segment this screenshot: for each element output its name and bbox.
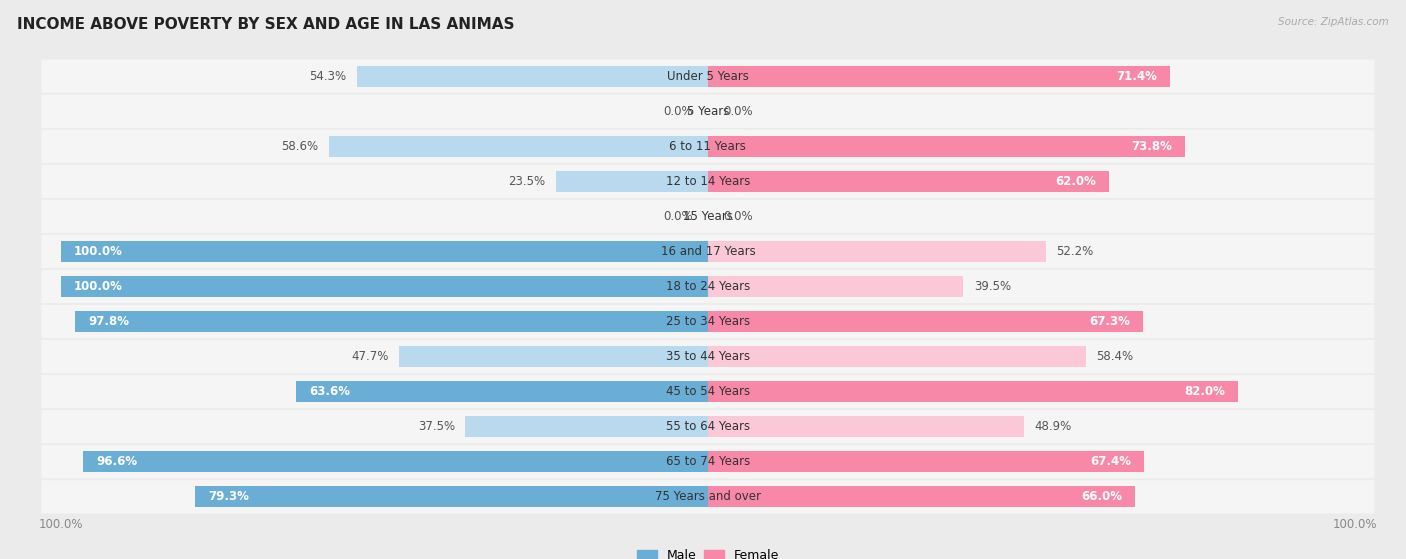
Text: 54.3%: 54.3% [309,70,346,83]
FancyBboxPatch shape [41,165,1375,198]
Text: 0.0%: 0.0% [724,105,754,118]
Bar [709,136,1185,157]
FancyBboxPatch shape [41,270,1375,303]
Bar [709,171,1109,192]
FancyBboxPatch shape [41,60,1375,93]
FancyBboxPatch shape [41,200,1375,233]
Text: 15 Years: 15 Years [683,210,733,223]
Text: 75 Years and over: 75 Years and over [655,490,761,503]
Text: Source: ZipAtlas.com: Source: ZipAtlas.com [1278,17,1389,27]
Bar [60,276,709,297]
Text: 65 to 74 Years: 65 to 74 Years [666,455,749,468]
Text: 37.5%: 37.5% [418,420,456,433]
Text: 35 to 44 Years: 35 to 44 Years [666,350,749,363]
Text: 82.0%: 82.0% [1185,385,1226,398]
Text: 16 and 17 Years: 16 and 17 Years [661,245,755,258]
Text: 48.9%: 48.9% [1035,420,1071,433]
FancyBboxPatch shape [41,375,1375,408]
Bar [709,416,1024,437]
Text: 12 to 14 Years: 12 to 14 Years [665,175,751,188]
Bar [329,136,709,157]
Bar [709,346,1085,367]
Bar [465,416,709,437]
FancyBboxPatch shape [41,445,1375,479]
Text: 96.6%: 96.6% [96,455,136,468]
Bar [709,451,1144,472]
Bar [709,311,1143,332]
FancyBboxPatch shape [41,130,1375,163]
Text: 0.0%: 0.0% [662,105,692,118]
Text: 71.4%: 71.4% [1116,70,1157,83]
FancyBboxPatch shape [41,235,1375,268]
FancyBboxPatch shape [41,340,1375,373]
Text: 79.3%: 79.3% [208,490,249,503]
Bar [709,486,1135,507]
FancyBboxPatch shape [41,94,1375,128]
Bar [195,486,707,507]
Text: 73.8%: 73.8% [1132,140,1173,153]
Text: 55 to 64 Years: 55 to 64 Years [666,420,749,433]
Text: 62.0%: 62.0% [1054,175,1097,188]
Text: 0.0%: 0.0% [662,210,692,223]
Text: 66.0%: 66.0% [1081,490,1122,503]
Bar [709,241,1046,262]
Bar [709,381,1239,402]
Text: 67.4%: 67.4% [1090,455,1130,468]
Bar [399,346,709,367]
Text: 6 to 11 Years: 6 to 11 Years [669,140,747,153]
Text: 100.0%: 100.0% [75,280,122,293]
Text: 58.6%: 58.6% [281,140,319,153]
Text: 39.5%: 39.5% [974,280,1011,293]
Text: 5 Years: 5 Years [686,105,730,118]
Text: Under 5 Years: Under 5 Years [666,70,749,83]
FancyBboxPatch shape [41,305,1375,338]
Text: 63.6%: 63.6% [309,385,350,398]
Text: 67.3%: 67.3% [1090,315,1130,328]
Text: 0.0%: 0.0% [724,210,754,223]
Text: INCOME ABOVE POVERTY BY SEX AND AGE IN LAS ANIMAS: INCOME ABOVE POVERTY BY SEX AND AGE IN L… [17,17,515,32]
Text: 47.7%: 47.7% [352,350,389,363]
Bar [357,66,709,87]
Text: 23.5%: 23.5% [509,175,546,188]
Bar [709,276,963,297]
Legend: Male, Female: Male, Female [631,544,785,559]
Text: 100.0%: 100.0% [75,245,122,258]
Bar [60,241,709,262]
Bar [297,381,707,402]
Bar [709,66,1170,87]
Bar [83,451,709,472]
FancyBboxPatch shape [41,410,1375,443]
Text: 18 to 24 Years: 18 to 24 Years [666,280,749,293]
Text: 58.4%: 58.4% [1097,350,1133,363]
Bar [555,171,709,192]
FancyBboxPatch shape [41,480,1375,513]
Text: 97.8%: 97.8% [89,315,129,328]
Text: 45 to 54 Years: 45 to 54 Years [666,385,749,398]
Text: 25 to 34 Years: 25 to 34 Years [666,315,749,328]
Text: 52.2%: 52.2% [1056,245,1094,258]
Bar [76,311,707,332]
